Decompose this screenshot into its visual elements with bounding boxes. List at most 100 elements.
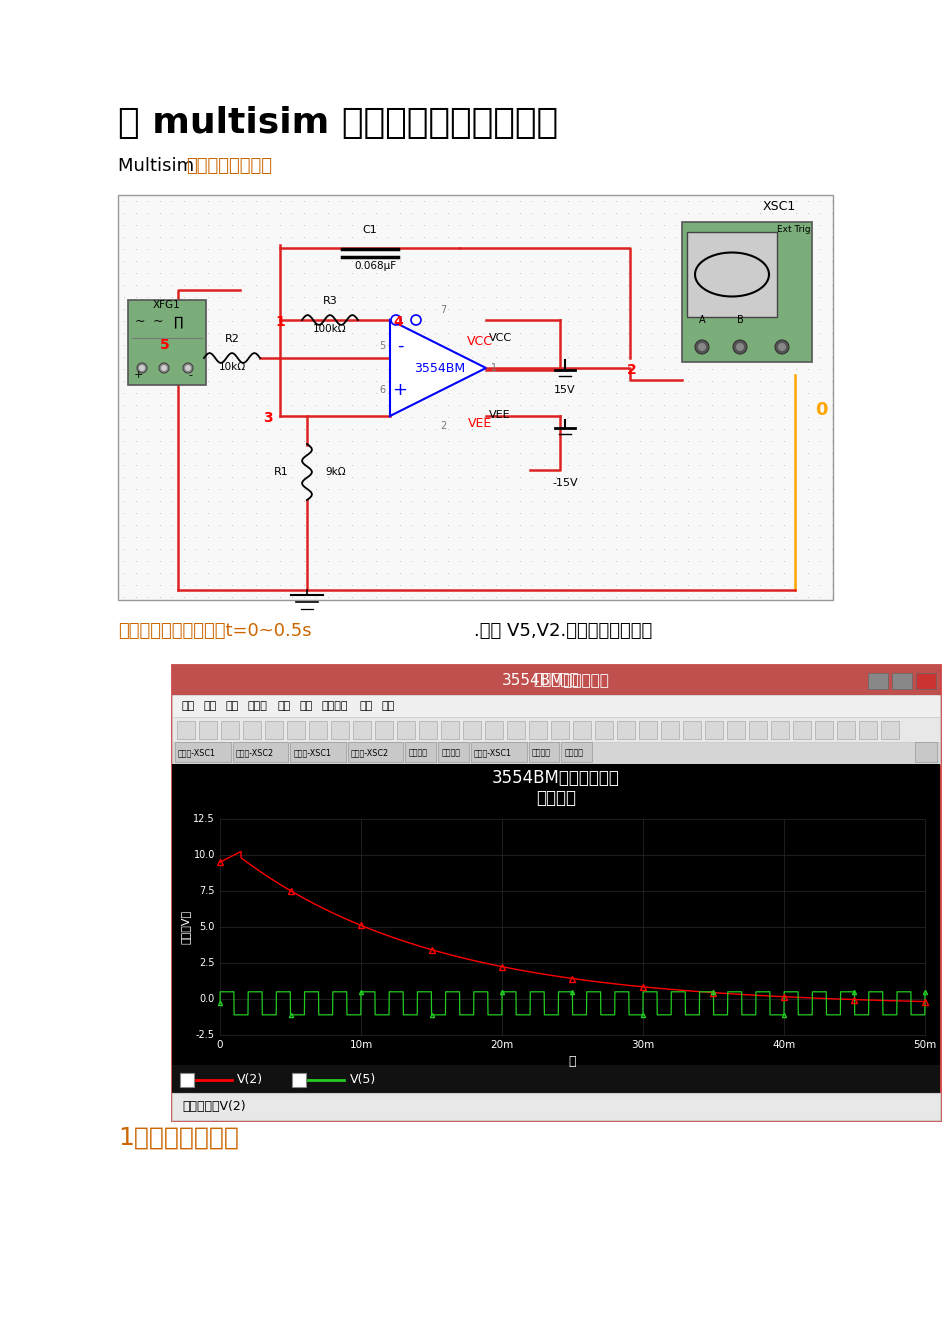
Text: -: - bbox=[188, 370, 192, 380]
Bar bbox=[353, 721, 371, 739]
Bar bbox=[172, 664, 939, 695]
Text: 示波器-XSC1: 示波器-XSC1 bbox=[177, 749, 216, 758]
Bar bbox=[441, 721, 459, 739]
Circle shape bbox=[137, 364, 147, 373]
Bar bbox=[915, 673, 935, 689]
Bar bbox=[891, 673, 911, 689]
Circle shape bbox=[411, 316, 421, 325]
Bar bbox=[686, 233, 776, 317]
Bar bbox=[880, 721, 898, 739]
Circle shape bbox=[774, 340, 788, 354]
Bar bbox=[127, 299, 206, 385]
Circle shape bbox=[185, 365, 191, 370]
Bar bbox=[507, 721, 525, 739]
Text: R2: R2 bbox=[225, 334, 239, 344]
Bar bbox=[232, 742, 288, 762]
Text: A: A bbox=[698, 316, 704, 325]
Bar bbox=[616, 721, 634, 739]
Text: -: - bbox=[396, 337, 403, 356]
Bar bbox=[418, 721, 436, 739]
Bar bbox=[172, 763, 939, 1066]
Text: B: B bbox=[735, 316, 743, 325]
Text: 20m: 20m bbox=[490, 1040, 514, 1050]
Text: 15V: 15V bbox=[553, 385, 575, 394]
Bar bbox=[595, 721, 613, 739]
Bar bbox=[792, 721, 810, 739]
Bar bbox=[550, 721, 568, 739]
Text: -15V: -15V bbox=[551, 479, 577, 488]
Bar bbox=[347, 742, 403, 762]
Bar bbox=[484, 721, 502, 739]
Text: 所选光迹：V(2): 所选光迹：V(2) bbox=[182, 1100, 245, 1112]
Text: 图示仪视图: 图示仪视图 bbox=[532, 673, 578, 687]
Bar bbox=[172, 664, 939, 1120]
Text: ∏: ∏ bbox=[173, 316, 182, 328]
Text: 瞬态分析: 瞬态分析 bbox=[531, 749, 550, 758]
Bar bbox=[868, 673, 887, 689]
Polygon shape bbox=[390, 320, 485, 416]
Bar bbox=[290, 742, 346, 762]
Bar bbox=[172, 717, 939, 742]
Text: VEE: VEE bbox=[489, 410, 511, 420]
Bar bbox=[726, 721, 744, 739]
Text: Multisim: Multisim bbox=[118, 156, 200, 175]
Circle shape bbox=[160, 365, 167, 370]
Text: 工具: 工具 bbox=[360, 701, 373, 711]
Text: 曲线图: 曲线图 bbox=[247, 701, 267, 711]
Text: 10.0: 10.0 bbox=[194, 850, 215, 860]
Bar bbox=[683, 721, 700, 739]
Text: 5: 5 bbox=[379, 341, 385, 352]
Text: 瞬态分析: 瞬态分析 bbox=[564, 749, 582, 758]
Text: 设计的积分电路：: 设计的积分电路： bbox=[186, 156, 272, 175]
Bar bbox=[177, 721, 194, 739]
Bar bbox=[682, 222, 811, 362]
Text: 瞬态分析: 瞬态分析 bbox=[441, 749, 460, 758]
Text: V(2): V(2) bbox=[237, 1074, 262, 1087]
Text: 文件: 文件 bbox=[182, 701, 195, 711]
Text: 3554BM图示仪视图: 3554BM图示仪视图 bbox=[501, 673, 609, 687]
Bar bbox=[179, 1074, 194, 1087]
Bar bbox=[405, 742, 436, 762]
Circle shape bbox=[735, 344, 743, 352]
Bar bbox=[704, 721, 722, 739]
Text: 3554BM仿真积分电路: 3554BM仿真积分电路 bbox=[492, 769, 619, 787]
Text: R1: R1 bbox=[274, 467, 289, 477]
Text: VCC: VCC bbox=[466, 336, 493, 348]
Text: 10m: 10m bbox=[349, 1040, 372, 1050]
Bar bbox=[836, 721, 854, 739]
Text: 符号说明: 符号说明 bbox=[322, 701, 348, 711]
Text: -2.5: -2.5 bbox=[195, 1029, 215, 1040]
Text: 2: 2 bbox=[439, 421, 446, 431]
Text: 2.5: 2.5 bbox=[199, 959, 215, 968]
Text: Ext Trig: Ext Trig bbox=[776, 225, 810, 234]
Text: 帮助: 帮助 bbox=[381, 701, 395, 711]
Text: 1: 1 bbox=[491, 364, 497, 373]
Text: 0.068μF: 0.068μF bbox=[354, 261, 396, 271]
Bar bbox=[396, 721, 414, 739]
Text: 瞬态仿真，设置参数：t=0~0.5s: 瞬态仿真，设置参数：t=0~0.5s bbox=[118, 622, 312, 640]
Bar bbox=[470, 742, 526, 762]
Bar bbox=[770, 721, 788, 739]
Text: 6: 6 bbox=[379, 385, 384, 394]
Circle shape bbox=[733, 340, 746, 354]
Bar bbox=[561, 742, 592, 762]
Bar bbox=[172, 1094, 939, 1120]
Text: R3: R3 bbox=[322, 295, 337, 306]
Text: 7: 7 bbox=[439, 305, 446, 316]
Bar bbox=[529, 721, 547, 739]
Bar bbox=[814, 721, 832, 739]
Text: 30m: 30m bbox=[631, 1040, 654, 1050]
Text: XFG1: XFG1 bbox=[153, 299, 180, 310]
Text: 12.5: 12.5 bbox=[194, 814, 215, 824]
Bar bbox=[463, 721, 480, 739]
Text: 50m: 50m bbox=[913, 1040, 936, 1050]
Bar bbox=[172, 1066, 939, 1094]
Bar bbox=[330, 721, 348, 739]
Text: 示波器-XSC1: 示波器-XSC1 bbox=[293, 749, 330, 758]
Text: 示波器-XSC1: 示波器-XSC1 bbox=[474, 749, 512, 758]
Text: 1、电路参数分析: 1、电路参数分析 bbox=[118, 1126, 239, 1150]
Bar bbox=[528, 742, 559, 762]
Text: 0: 0 bbox=[814, 401, 826, 418]
Circle shape bbox=[159, 364, 169, 373]
Bar bbox=[638, 721, 656, 739]
